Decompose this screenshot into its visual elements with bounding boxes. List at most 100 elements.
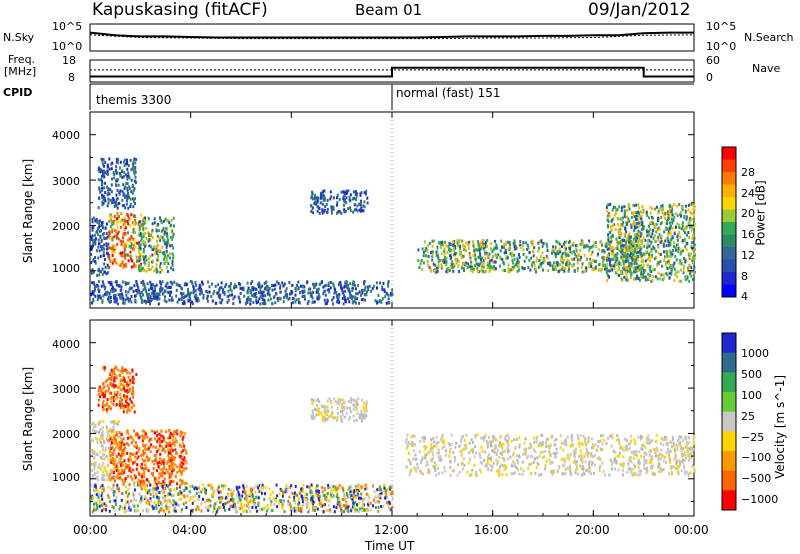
power-data-cell	[127, 164, 130, 168]
power-data-cell	[641, 254, 644, 258]
power-data-cell	[626, 259, 629, 263]
power-data-cell	[590, 245, 593, 249]
power-data-cell	[326, 288, 329, 292]
vel-data-cell	[178, 466, 181, 470]
power-data-cell	[332, 207, 335, 211]
vel-data-cell	[184, 486, 187, 489]
power-data-cell	[690, 228, 693, 232]
vel-data-cell	[91, 469, 94, 472]
power-data-cell	[501, 258, 504, 261]
vel-data-cell	[102, 419, 105, 423]
vel-data-cell	[135, 498, 138, 502]
vel-data-cell	[158, 472, 161, 476]
vel-data-cell	[173, 456, 176, 460]
vel-data-cell	[104, 468, 107, 472]
vel-data-cell	[129, 508, 132, 512]
vel-data-cell	[194, 486, 197, 490]
power-data-cell	[642, 260, 645, 264]
power-data-cell	[653, 257, 656, 261]
power-data-cell	[122, 175, 125, 179]
power-data-cell	[655, 230, 658, 234]
power-data-cell	[120, 262, 123, 266]
power-data-cell	[111, 243, 114, 247]
vel-data-cell	[140, 487, 143, 491]
vel-data-cell	[229, 488, 232, 492]
power-data-cell	[112, 221, 115, 225]
vel-data-cell	[160, 508, 163, 512]
power-data-cell	[344, 289, 347, 293]
power-data-cell	[637, 225, 640, 229]
power-data-cell	[341, 297, 344, 300]
power-data-cell	[588, 265, 591, 269]
power-data-cell	[91, 217, 94, 221]
power-data-cell	[504, 248, 507, 252]
vel-data-cell	[322, 488, 325, 492]
power-data-cell	[361, 291, 364, 295]
vel-data-cell	[388, 507, 391, 511]
vel-data-cell	[110, 460, 113, 464]
power-data-cell	[378, 298, 381, 302]
power-data-cell	[138, 228, 141, 232]
power-data-cell	[652, 229, 654, 232]
power-data-cell	[120, 242, 123, 246]
vel-data-cell	[112, 428, 115, 432]
noise-lines	[89, 31, 695, 40]
power-data-cell	[622, 258, 625, 262]
power-data-cell	[191, 300, 193, 304]
vel-data-cell	[324, 407, 327, 411]
power-data-cell	[421, 267, 424, 271]
power-data-cell	[503, 245, 505, 249]
power-data-cell	[219, 301, 222, 304]
power-data-cell	[535, 267, 537, 271]
power-data-cell	[119, 296, 122, 300]
power-data-cell	[431, 252, 434, 256]
vel-data-cell	[159, 452, 162, 456]
power-data-cell	[661, 264, 664, 268]
power-data-cell	[526, 243, 529, 247]
power-data-cell	[110, 215, 113, 219]
power-data-cell	[328, 290, 331, 294]
power-data-cell	[679, 279, 682, 283]
power-data-cell	[164, 230, 166, 234]
vel-data-cell	[140, 462, 143, 466]
power-data-cell	[170, 290, 173, 294]
power-data-cell	[513, 257, 516, 261]
power-data-cell	[122, 222, 125, 226]
power-data-cell	[364, 285, 367, 289]
power-data-cell	[266, 285, 269, 289]
vel-data-cell	[308, 485, 310, 489]
power-data-cell	[690, 245, 693, 249]
vel-data-cell	[110, 374, 113, 378]
power-data-cell	[129, 202, 132, 206]
power-data-cell	[123, 187, 126, 191]
power-data-cell	[430, 269, 433, 273]
power-data-cell	[140, 290, 143, 294]
power-data-cell	[186, 282, 188, 286]
vel-data-cell	[171, 442, 174, 446]
power-data-cell	[620, 250, 623, 254]
power-data-cell	[322, 196, 324, 200]
power-data-cell	[139, 258, 142, 262]
vel-data-cell	[110, 407, 112, 411]
power-data-cell	[597, 268, 600, 272]
power-data-cell	[471, 270, 474, 274]
power-data-cell	[151, 228, 154, 232]
power-data-cell	[96, 294, 99, 298]
power-data-cell	[104, 160, 107, 164]
power-data-cell	[621, 216, 624, 220]
power-data-cell	[563, 258, 566, 262]
vel-data-cell	[195, 508, 197, 512]
power-data-cell	[387, 282, 390, 286]
power-data-cell	[218, 296, 221, 300]
power-data-cell	[469, 258, 472, 262]
power-data-cell	[360, 191, 363, 195]
power-data-cell	[374, 299, 377, 303]
power-data-cell	[90, 261, 93, 264]
power-data-cell	[172, 232, 175, 236]
power-data-cell	[111, 249, 114, 253]
vel-data-cell	[116, 445, 119, 449]
power-data-cell	[506, 256, 509, 260]
power-data-cell	[166, 254, 169, 258]
power-data-cell	[144, 241, 147, 245]
power-data-cell	[505, 251, 507, 254]
